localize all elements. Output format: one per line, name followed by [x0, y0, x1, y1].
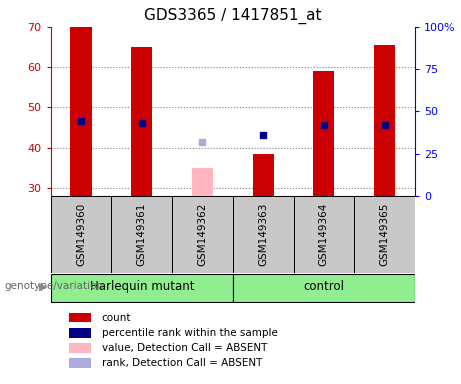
- Text: ▶: ▶: [39, 281, 47, 291]
- Bar: [172, 196, 233, 273]
- Bar: [294, 196, 354, 273]
- Text: GSM149364: GSM149364: [319, 202, 329, 266]
- Bar: [192, 168, 213, 196]
- Bar: [112, 196, 172, 273]
- Bar: [354, 196, 415, 273]
- Text: GSM149361: GSM149361: [137, 202, 147, 266]
- Text: GSM149360: GSM149360: [76, 203, 86, 266]
- Bar: [69, 328, 91, 338]
- Bar: [233, 274, 415, 302]
- Bar: [69, 343, 91, 353]
- Bar: [233, 196, 294, 273]
- Text: GSM149365: GSM149365: [379, 202, 390, 266]
- Bar: [131, 47, 153, 196]
- Bar: [253, 154, 274, 196]
- Text: count: count: [102, 313, 131, 323]
- Bar: [71, 27, 92, 196]
- Bar: [69, 313, 91, 323]
- Text: Harlequin mutant: Harlequin mutant: [89, 280, 194, 293]
- Bar: [51, 196, 112, 273]
- Bar: [313, 71, 335, 196]
- Text: rank, Detection Call = ABSENT: rank, Detection Call = ABSENT: [102, 358, 262, 368]
- Title: GDS3365 / 1417851_at: GDS3365 / 1417851_at: [144, 8, 322, 24]
- Bar: [51, 274, 233, 302]
- Text: percentile rank within the sample: percentile rank within the sample: [102, 328, 278, 338]
- Text: control: control: [303, 280, 344, 293]
- Text: GSM149363: GSM149363: [258, 202, 268, 266]
- Text: genotype/variation: genotype/variation: [5, 281, 104, 291]
- Bar: [374, 45, 395, 196]
- Text: value, Detection Call = ABSENT: value, Detection Call = ABSENT: [102, 343, 267, 353]
- Text: GSM149362: GSM149362: [197, 202, 207, 266]
- Bar: [69, 358, 91, 368]
